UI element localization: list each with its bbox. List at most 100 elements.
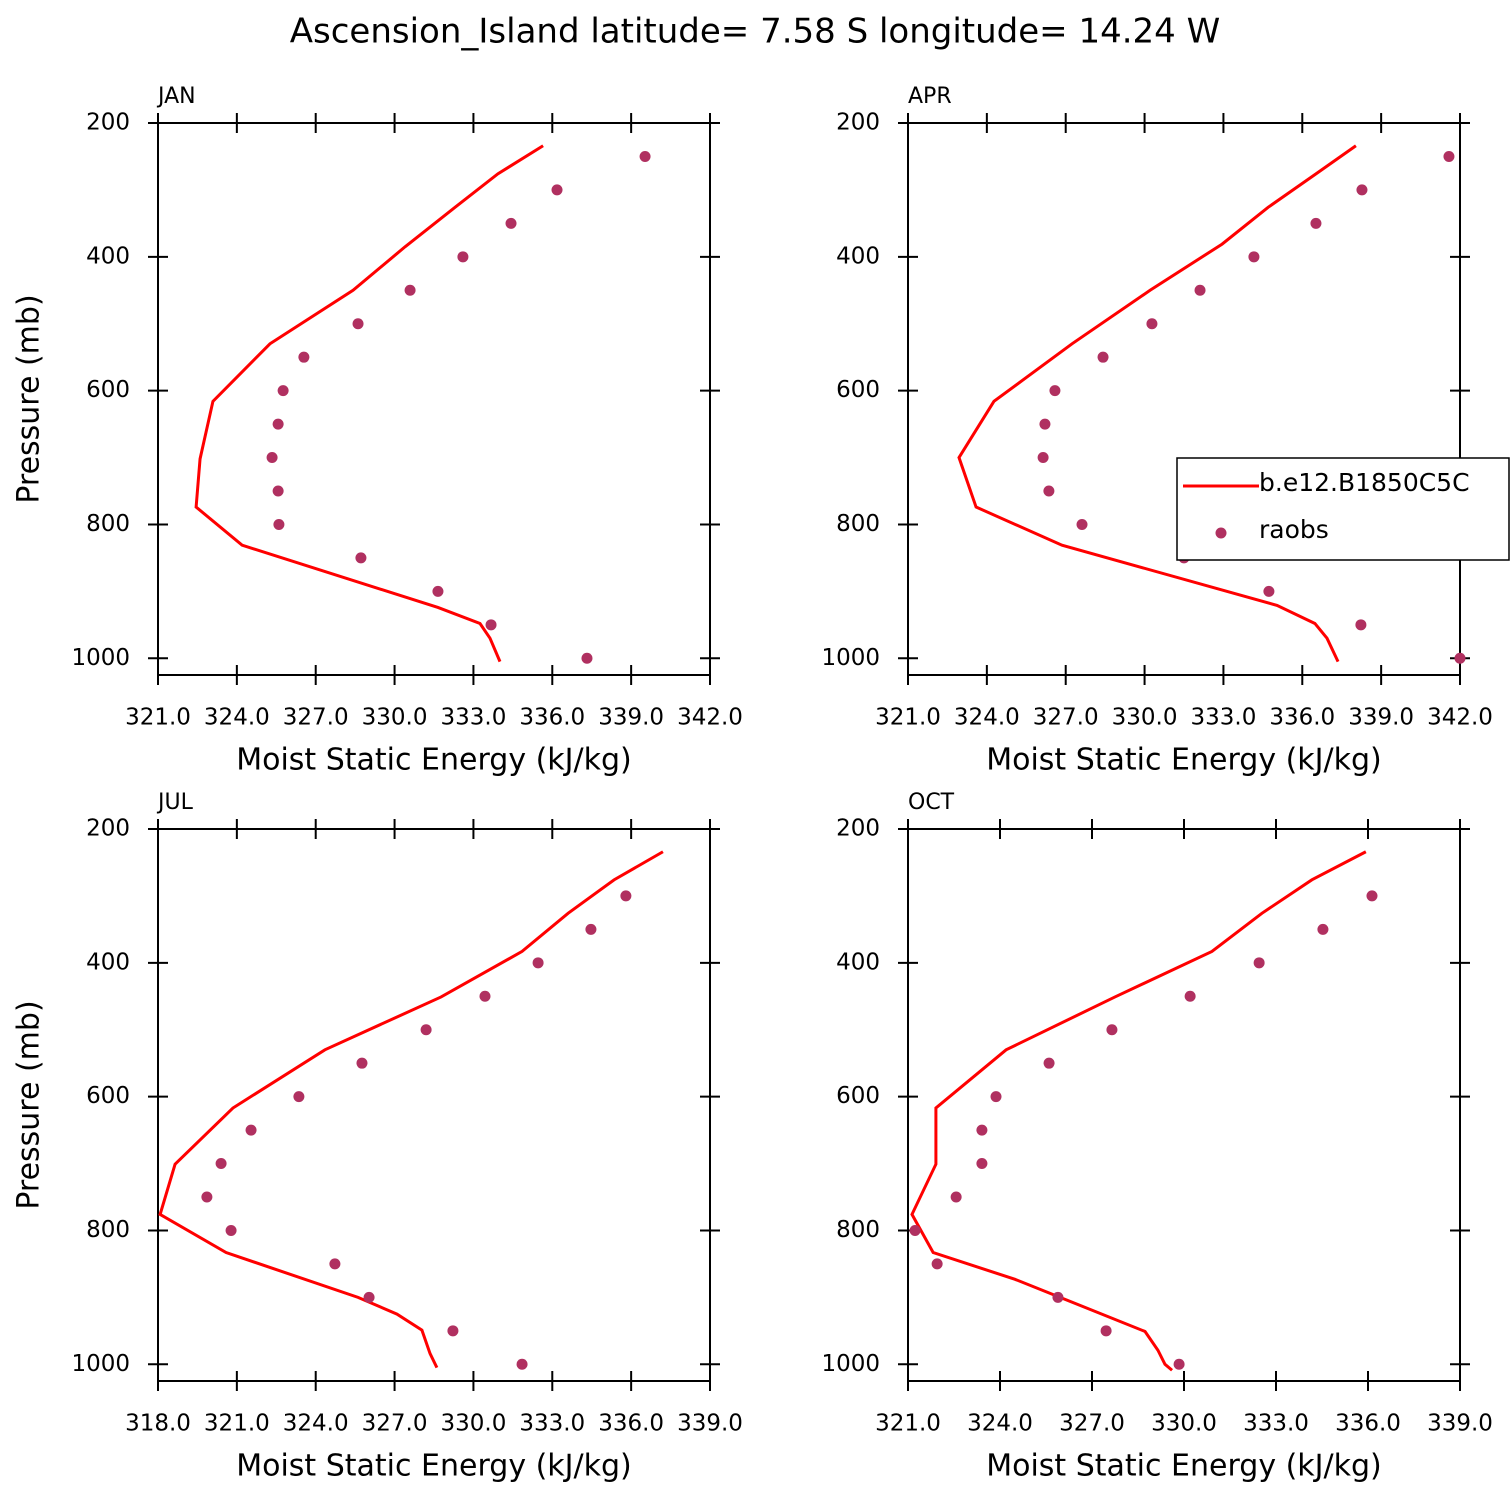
y-tick-label: 200 <box>836 110 880 136</box>
obs-point <box>1317 923 1329 935</box>
x-tick-label: 336.0 <box>1335 1411 1401 1437</box>
plot-frame <box>157 828 711 1382</box>
x-tick-label: 333.0 <box>1243 1411 1309 1437</box>
y-tick-label: 1000 <box>71 1351 130 1377</box>
x-tick-label: 333.0 <box>1190 705 1256 731</box>
obs-point <box>1173 1358 1185 1370</box>
x-tick-label: 339.0 <box>677 1411 743 1437</box>
x-tick-label: 333.0 <box>440 705 506 731</box>
panel: OCT 200 400 600 800 1000 321.0 324.0 327.0 330.0 3… <box>821 790 1492 1484</box>
x-tick-label: 324.0 <box>204 705 270 731</box>
x-tick-label: 327.0 <box>1059 1411 1125 1437</box>
y-axis-label: Pressure (mb) <box>12 294 47 503</box>
x-tick-label: 339.0 <box>1427 1411 1493 1437</box>
obs-point <box>1049 385 1061 397</box>
x-tick-label: 330.0 <box>362 705 428 731</box>
obs-point <box>293 1091 305 1103</box>
obs-point <box>1100 1325 1112 1337</box>
obs-point <box>1184 990 1196 1002</box>
x-tick-label: 339.0 <box>1348 705 1414 731</box>
plot-frame <box>907 122 1461 676</box>
obs-point <box>990 1091 1002 1103</box>
panel-title: JUL <box>156 790 194 815</box>
x-axis-label: Moist Static Energy (kJ/kg) <box>236 743 632 778</box>
model-line <box>158 850 664 1369</box>
legend-box <box>1176 457 1510 561</box>
obs-point <box>976 1124 988 1136</box>
obs-point <box>1248 251 1260 263</box>
obs-point <box>516 1358 528 1370</box>
panel-title: JAN <box>156 84 196 109</box>
legend-swatch <box>1215 527 1227 539</box>
y-tick-label: 600 <box>836 377 880 403</box>
obs-point <box>909 1224 921 1236</box>
y-tick-label: 1000 <box>821 1351 880 1377</box>
plot-frame <box>157 122 711 676</box>
y-tick-label: 800 <box>836 1217 880 1243</box>
obs-point <box>1097 351 1109 363</box>
x-tick-label: 321.0 <box>204 1411 270 1437</box>
x-tick-label: 330.0 <box>1151 1411 1217 1437</box>
obs-point <box>950 1191 962 1203</box>
obs-point <box>277 385 289 397</box>
y-tick-label: 1000 <box>71 645 130 671</box>
panel: APR 200 400 600 800 1000 321.0 324.0 327.0 330.0 3… <box>821 84 1510 778</box>
obs-point <box>639 150 651 162</box>
x-tick-label: 324.0 <box>967 1411 1033 1437</box>
panel-title: APR <box>908 84 952 109</box>
x-tick-label: 336.0 <box>519 705 585 731</box>
obs-point <box>447 1325 459 1337</box>
panel: JAN 200 400 600 800 1000 321.0 324.0 327.0 330.0 3… <box>12 84 743 778</box>
x-tick-label: 342.0 <box>677 705 743 731</box>
obs-point <box>1263 585 1275 597</box>
x-tick-label: 318.0 <box>125 1411 191 1437</box>
obs-point <box>420 1024 432 1036</box>
y-tick-label: 1000 <box>821 645 880 671</box>
obs-point <box>225 1224 237 1236</box>
obs-point <box>532 957 544 969</box>
x-tick-label: 327.0 <box>1033 705 1099 731</box>
y-tick-label: 400 <box>836 949 880 975</box>
x-tick-label: 321.0 <box>875 705 941 731</box>
y-tick-label: 800 <box>86 511 130 537</box>
obs-point <box>352 318 364 330</box>
obs-point <box>355 552 367 564</box>
obs-point <box>272 418 284 430</box>
obs-point <box>581 652 593 664</box>
obs-point <box>266 452 278 464</box>
y-tick-label: 600 <box>86 1083 130 1109</box>
panel-title: OCT <box>908 790 955 815</box>
obs-point <box>485 619 497 631</box>
obs-point <box>404 284 416 296</box>
plot-frame <box>907 828 1461 1382</box>
obs-point <box>272 485 284 497</box>
obs-point <box>551 184 563 196</box>
y-tick-label: 200 <box>86 110 130 136</box>
y-tick-label: 200 <box>86 816 130 842</box>
model-line <box>957 144 1357 663</box>
obs-point <box>1355 619 1367 631</box>
obs-point <box>479 990 491 1002</box>
obs-point <box>1052 1291 1064 1303</box>
obs-point <box>215 1158 227 1170</box>
x-axis-label: Moist Static Energy (kJ/kg) <box>236 1449 632 1484</box>
obs-point <box>363 1291 375 1303</box>
x-tick-label: 339.0 <box>598 705 664 731</box>
obs-point <box>931 1258 943 1270</box>
obs-point <box>1106 1024 1118 1036</box>
y-tick-label: 600 <box>836 1083 880 1109</box>
x-tick-label: 324.0 <box>283 1411 349 1437</box>
x-tick-label: 336.0 <box>598 1411 664 1437</box>
y-axis-label: Pressure (mb) <box>12 1000 47 1209</box>
obs-point <box>329 1258 341 1270</box>
y-tick-label: 800 <box>836 511 880 537</box>
x-tick-label: 342.0 <box>1427 705 1493 731</box>
obs-point <box>245 1124 257 1136</box>
x-axis-label: Moist Static Energy (kJ/kg) <box>986 1449 1382 1484</box>
x-tick-label: 324.0 <box>954 705 1020 731</box>
obs-point <box>505 217 517 229</box>
obs-point <box>298 351 310 363</box>
x-tick-label: 333.0 <box>519 1411 585 1437</box>
